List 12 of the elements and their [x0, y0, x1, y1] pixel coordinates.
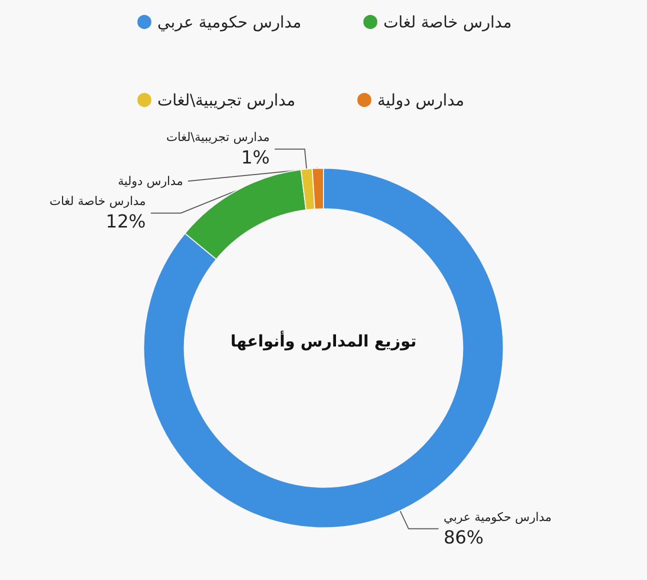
slice-label: مدارس حكومية عربي	[444, 510, 552, 524]
legend-label: مدارس حكومية عربي	[157, 12, 302, 32]
legend-label: مدارس دولية	[377, 90, 464, 110]
text: توزيع المدارس وأنواعها	[230, 330, 417, 350]
legend-label: مدارس تجريبية\لغات	[157, 90, 296, 110]
data-label: 12%	[106, 212, 146, 233]
slice-label: مدارس خاصة لغات	[50, 194, 146, 208]
legend-label: مدارس خاصة لغات	[383, 12, 512, 32]
data-label: 1%	[241, 148, 270, 169]
slice-label: مدارس دولية	[118, 174, 183, 188]
slice-label: مدارس تجريبية\لغات	[166, 130, 270, 144]
data-label: 86%	[444, 527, 484, 548]
